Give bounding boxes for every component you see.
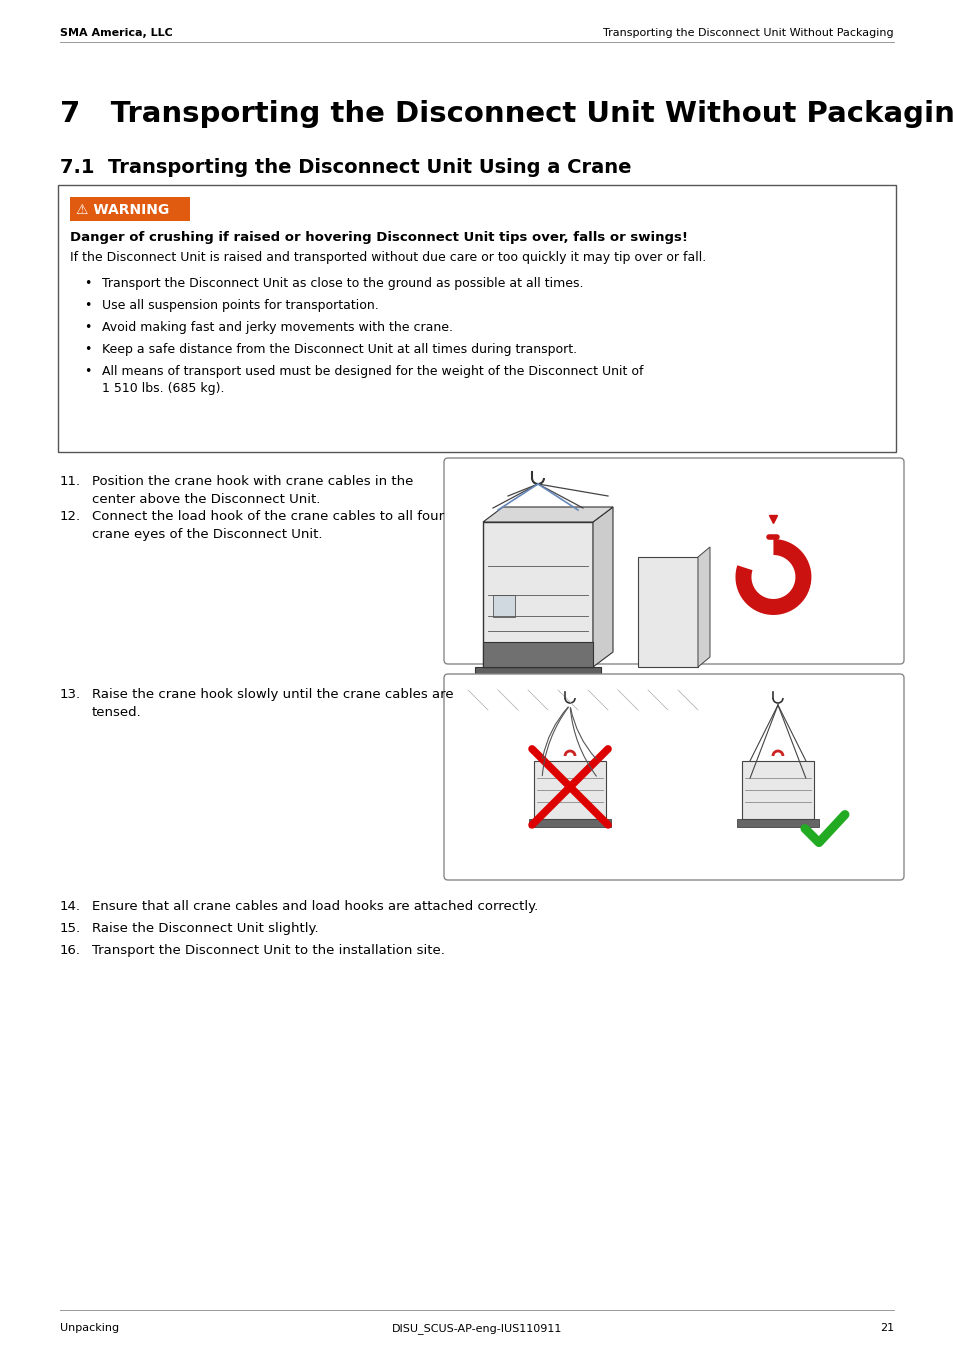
- Text: Unpacking: Unpacking: [60, 1324, 119, 1333]
- Text: Transport the Disconnect Unit to the installation site.: Transport the Disconnect Unit to the ins…: [91, 944, 444, 957]
- Bar: [529, 819, 611, 827]
- Bar: [70, 197, 190, 220]
- Text: 14.: 14.: [60, 900, 81, 913]
- Text: SMA America, LLC: SMA America, LLC: [60, 28, 172, 38]
- Text: •: •: [84, 277, 91, 289]
- Text: Keep a safe distance from the Disconnect Unit at all times during transport.: Keep a safe distance from the Disconnect…: [102, 343, 577, 356]
- Text: 11.: 11.: [60, 475, 81, 488]
- Text: Danger of crushing if raised or hovering Disconnect Unit tips over, falls or swi: Danger of crushing if raised or hovering…: [70, 231, 687, 243]
- Bar: [534, 761, 605, 819]
- Text: 7   Transporting the Disconnect Unit Without Packaging: 7 Transporting the Disconnect Unit Witho…: [60, 100, 953, 128]
- Text: Connect the load hook of the crane cables to all four
crane eyes of the Disconne: Connect the load hook of the crane cable…: [91, 510, 444, 541]
- Bar: [638, 557, 698, 667]
- Text: 12.: 12.: [60, 510, 81, 523]
- Text: Use all suspension points for transportation.: Use all suspension points for transporta…: [102, 299, 378, 312]
- Text: Transporting the Disconnect Unit Without Packaging: Transporting the Disconnect Unit Without…: [602, 28, 893, 38]
- Text: Raise the crane hook slowly until the crane cables are
tensed.: Raise the crane hook slowly until the cr…: [91, 688, 453, 719]
- Text: Transport the Disconnect Unit as close to the ground as possible at all times.: Transport the Disconnect Unit as close t…: [102, 277, 583, 289]
- Text: 13.: 13.: [60, 688, 81, 700]
- Polygon shape: [735, 539, 811, 615]
- Text: Raise the Disconnect Unit slightly.: Raise the Disconnect Unit slightly.: [91, 922, 318, 936]
- Bar: [493, 595, 515, 617]
- Polygon shape: [698, 548, 709, 667]
- Text: If the Disconnect Unit is raised and transported without due care or too quickly: If the Disconnect Unit is raised and tra…: [70, 251, 705, 264]
- Text: 16.: 16.: [60, 944, 81, 957]
- Text: Ensure that all crane cables and load hooks are attached correctly.: Ensure that all crane cables and load ho…: [91, 900, 537, 913]
- Polygon shape: [593, 507, 613, 667]
- Text: ⚠ WARNING: ⚠ WARNING: [76, 203, 169, 218]
- Bar: [741, 761, 813, 819]
- Text: •: •: [84, 343, 91, 356]
- Bar: [482, 642, 593, 667]
- Text: 15.: 15.: [60, 922, 81, 936]
- Text: Avoid making fast and jerky movements with the crane.: Avoid making fast and jerky movements wi…: [102, 320, 453, 334]
- Text: •: •: [84, 320, 91, 334]
- Bar: [475, 667, 600, 685]
- Text: •: •: [84, 299, 91, 312]
- Bar: [482, 522, 593, 667]
- Text: •: •: [84, 365, 91, 379]
- Polygon shape: [482, 507, 613, 522]
- Text: DISU_SCUS-AP-eng-IUS110911: DISU_SCUS-AP-eng-IUS110911: [392, 1324, 561, 1334]
- FancyBboxPatch shape: [443, 675, 903, 880]
- Text: 21: 21: [879, 1324, 893, 1333]
- Text: Position the crane hook with crane cables in the
center above the Disconnect Uni: Position the crane hook with crane cable…: [91, 475, 413, 506]
- FancyBboxPatch shape: [443, 458, 903, 664]
- Bar: [736, 819, 818, 827]
- Text: All means of transport used must be designed for the weight of the Disconnect Un: All means of transport used must be desi…: [102, 365, 643, 395]
- Text: 7.1  Transporting the Disconnect Unit Using a Crane: 7.1 Transporting the Disconnect Unit Usi…: [60, 158, 631, 177]
- Bar: [58, 185, 895, 452]
